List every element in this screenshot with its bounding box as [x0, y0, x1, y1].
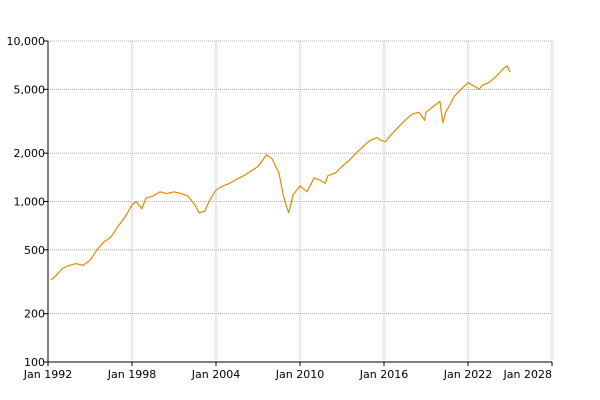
y-tick-label: 500 — [24, 244, 45, 257]
y-tick-label: 2,000 — [14, 147, 46, 160]
y-tick-label: 5,000 — [14, 83, 46, 96]
y-tick-label: 10,000 — [7, 35, 46, 48]
x-tick-label: Jan 2022 — [443, 368, 492, 381]
axes — [44, 40, 553, 366]
x-tick-label: Jan 2028 — [503, 368, 552, 381]
x-tick-label: Jan 1992 — [23, 368, 72, 381]
x-tick-label: Jan 2016 — [359, 368, 408, 381]
x-tick-label: Jan 2004 — [191, 368, 240, 381]
x-axis-tick-labels: Jan 1992 Jan 1998 Jan 2004 Jan 2010 Jan 2016… — [23, 368, 552, 381]
y-axis-tick-labels: 100 200 500 1,000 2,000 5,000 10,000 — [7, 35, 46, 369]
series-line — [50, 65, 511, 281]
y-tick-label: 1,000 — [14, 196, 46, 209]
x-tick-label: Jan 2010 — [275, 368, 324, 381]
x-tick-label: Jan 1998 — [107, 368, 156, 381]
y-tick-label: 200 — [24, 308, 45, 321]
y-tick-label: 100 — [24, 356, 45, 369]
grid-lines — [47, 40, 553, 363]
